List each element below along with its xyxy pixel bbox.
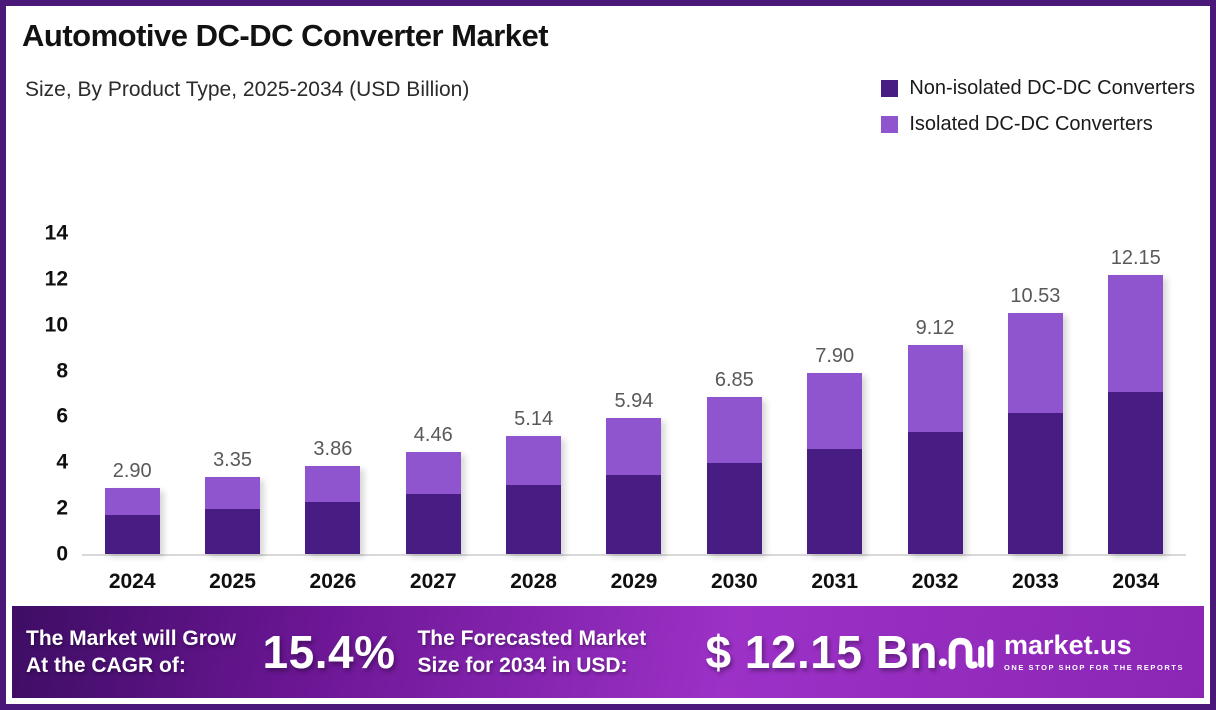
bar-group-2031: 7.90 (785, 346, 885, 554)
bar-segment-isolated (907, 344, 963, 433)
bar-total-label: 7.90 (815, 344, 855, 367)
bar-segment-non-isolated (1108, 391, 1164, 554)
bar-segment-non-isolated (907, 432, 963, 554)
bar-stack (205, 477, 261, 554)
page-title: Automotive DC-DC Converter Market (22, 18, 549, 53)
bar-segment-isolated (606, 417, 662, 475)
bar-total-label: 4.46 (413, 423, 453, 446)
bar-segment-non-isolated (1007, 413, 1063, 554)
legend-label-isolated: Isolated DC-DC Converters (909, 113, 1153, 135)
bar-stack (104, 487, 160, 554)
y-axis-tick: 12 (44, 267, 68, 291)
x-axis-labels: 2024 2025 2026 2027 2028 2029 2030 2031 2032 2033… (82, 570, 1186, 594)
legend-item-isolated: Isolated DC-DC Converters (881, 113, 1195, 136)
bar-segment-non-isolated (706, 462, 762, 554)
x-axis-label-2027: 2027 (409, 570, 457, 593)
bar-total-label: 2.90 (112, 459, 152, 482)
bar-segment-non-isolated (104, 515, 160, 554)
bar-stack (807, 372, 863, 554)
x-axis-label-2030: 2030 (710, 570, 758, 593)
y-axis: 0 2 4 6 8 10 12 14 (6, 223, 68, 565)
market-us-logo: market.us ONE STOP SHOP FOR THE REPORTS (938, 629, 1184, 675)
bar-group-2027: 4.46 (383, 425, 483, 554)
bar-stack (907, 344, 963, 554)
bar-stack (506, 436, 562, 554)
bar-stack (1108, 275, 1164, 554)
x-axis-label-2031: 2031 (811, 570, 859, 593)
bar-segment-non-isolated (606, 474, 662, 554)
bar-group-2026: 3.86 (283, 439, 383, 554)
bar-group-2034: 12.15 (1086, 248, 1186, 554)
y-axis-tick: 4 (56, 450, 68, 474)
bar-segment-isolated (1007, 312, 1063, 414)
market-us-logo-icon (938, 637, 994, 670)
bar-group-2033: 10.53 (985, 286, 1085, 554)
bar-segment-non-isolated (506, 485, 562, 554)
bar-total-label: 9.12 (915, 316, 955, 339)
legend-label-non-isolated: Non-isolated DC-DC Converters (909, 77, 1195, 99)
forecast-label: The Forecasted Market Size for 2034 in U… (417, 626, 647, 677)
bar-segment-isolated (807, 372, 863, 449)
logo-tagline: ONE STOP SHOP FOR THE REPORTS (1004, 663, 1184, 672)
y-axis-tick: 14 (44, 221, 68, 245)
y-axis-tick: 2 (56, 496, 68, 520)
bar-stack (305, 465, 361, 554)
x-axis-label-2033: 2033 (1012, 570, 1059, 593)
bar-stack (405, 451, 461, 554)
bar-segment-non-isolated (405, 494, 461, 554)
bar-segment-isolated (405, 451, 461, 495)
bar-segment-isolated (104, 487, 160, 516)
bottom-banner: The Market will Grow At the CAGR of: 15.… (12, 606, 1204, 698)
cagr-label: The Market will Grow At the CAGR of: (26, 626, 237, 677)
legend-swatch-isolated-icon (881, 116, 899, 133)
bar-total-label: 6.85 (714, 368, 754, 391)
logo-text: market.us (1004, 630, 1132, 660)
bar-total-label: 12.15 (1110, 247, 1161, 270)
bar-segment-isolated (205, 477, 261, 510)
x-axis-label-2032: 2032 (911, 570, 959, 593)
x-axis-label-2025: 2025 (209, 570, 256, 593)
bar-stack (706, 396, 762, 554)
x-axis-label-2029: 2029 (610, 570, 658, 593)
x-axis-label-2026: 2026 (309, 570, 357, 593)
legend-swatch-non-isolated-icon (881, 80, 899, 97)
bar-group-2028: 5.14 (483, 409, 583, 554)
bar-segment-isolated (1108, 275, 1164, 392)
bar-group-2025: 3.35 (182, 450, 282, 554)
x-axis-label-2028: 2028 (510, 570, 557, 593)
bar-total-label: 3.35 (213, 449, 252, 472)
bar-group-2032: 9.12 (885, 318, 985, 554)
bar-total-label: 5.94 (614, 389, 654, 412)
bar-segment-isolated (305, 465, 361, 503)
bar-segment-non-isolated (807, 448, 863, 554)
x-axis-label-2024: 2024 (108, 570, 156, 593)
bar-group-2024: 2.90 (82, 461, 182, 554)
y-axis-tick: 10 (44, 313, 68, 337)
y-axis-tick: 6 (56, 404, 68, 428)
bar-total-label: 3.86 (313, 437, 353, 460)
bar-group-2029: 5.94 (584, 391, 684, 554)
bar-stack (606, 417, 662, 554)
cagr-value: 15.4% (262, 626, 396, 678)
bar-segment-isolated (506, 436, 562, 486)
bar-segment-non-isolated (205, 509, 261, 554)
forecast-value: $ 12.15 Bn (705, 626, 939, 678)
y-axis-tick: 0 (56, 542, 68, 566)
bar-total-label: 5.14 (514, 408, 554, 431)
page-subtitle: Size, By Product Type, 2025-2034 (USD Bi… (25, 78, 470, 101)
bar-stack (1007, 312, 1063, 554)
legend-item-non-isolated: Non-isolated DC-DC Converters (881, 77, 1195, 100)
bar-total-label: 10.53 (1010, 284, 1061, 307)
y-axis-tick: 8 (56, 359, 68, 383)
bar-segment-non-isolated (305, 502, 361, 554)
legend: Non-isolated DC-DC Converters Isolated D… (881, 77, 1195, 136)
bar-segment-isolated (706, 396, 762, 463)
plot-area: 2.90 3.35 3.86 4.46 5.14 5.94 6.85 7.90 9.12 10.5… (82, 233, 1186, 556)
bar-group-2030: 6.85 (684, 370, 784, 554)
x-axis-label-2034: 2034 (1112, 570, 1160, 593)
